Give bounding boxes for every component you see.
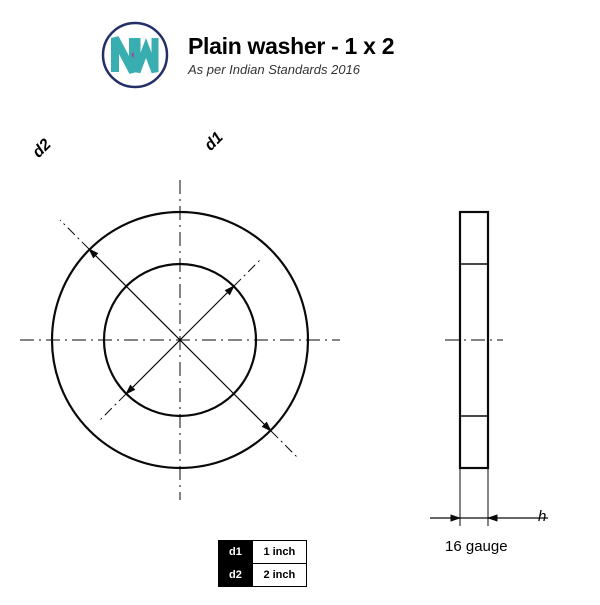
table-row: d1 1 inch [219, 541, 307, 564]
technical-drawing: d1 d2 h 16 gauge d1 1 inch d2 2 inch [0, 130, 600, 600]
spec-val: 2 inch [252, 564, 306, 587]
spec-key: d2 [219, 564, 253, 587]
table-row: d2 2 inch [219, 564, 307, 587]
brand-logo [100, 20, 170, 90]
page-title: Plain washer - 1 x 2 [188, 33, 394, 60]
spec-key: d1 [219, 541, 253, 564]
dimension-label-h: h [538, 508, 546, 525]
header: Plain washer - 1 x 2 As per Indian Stand… [0, 0, 600, 90]
spec-table: d1 1 inch d2 2 inch [218, 540, 307, 587]
spec-val: 1 inch [252, 541, 306, 564]
gauge-label: 16 gauge [445, 538, 508, 555]
page-subtitle: As per Indian Standards 2016 [188, 62, 394, 77]
